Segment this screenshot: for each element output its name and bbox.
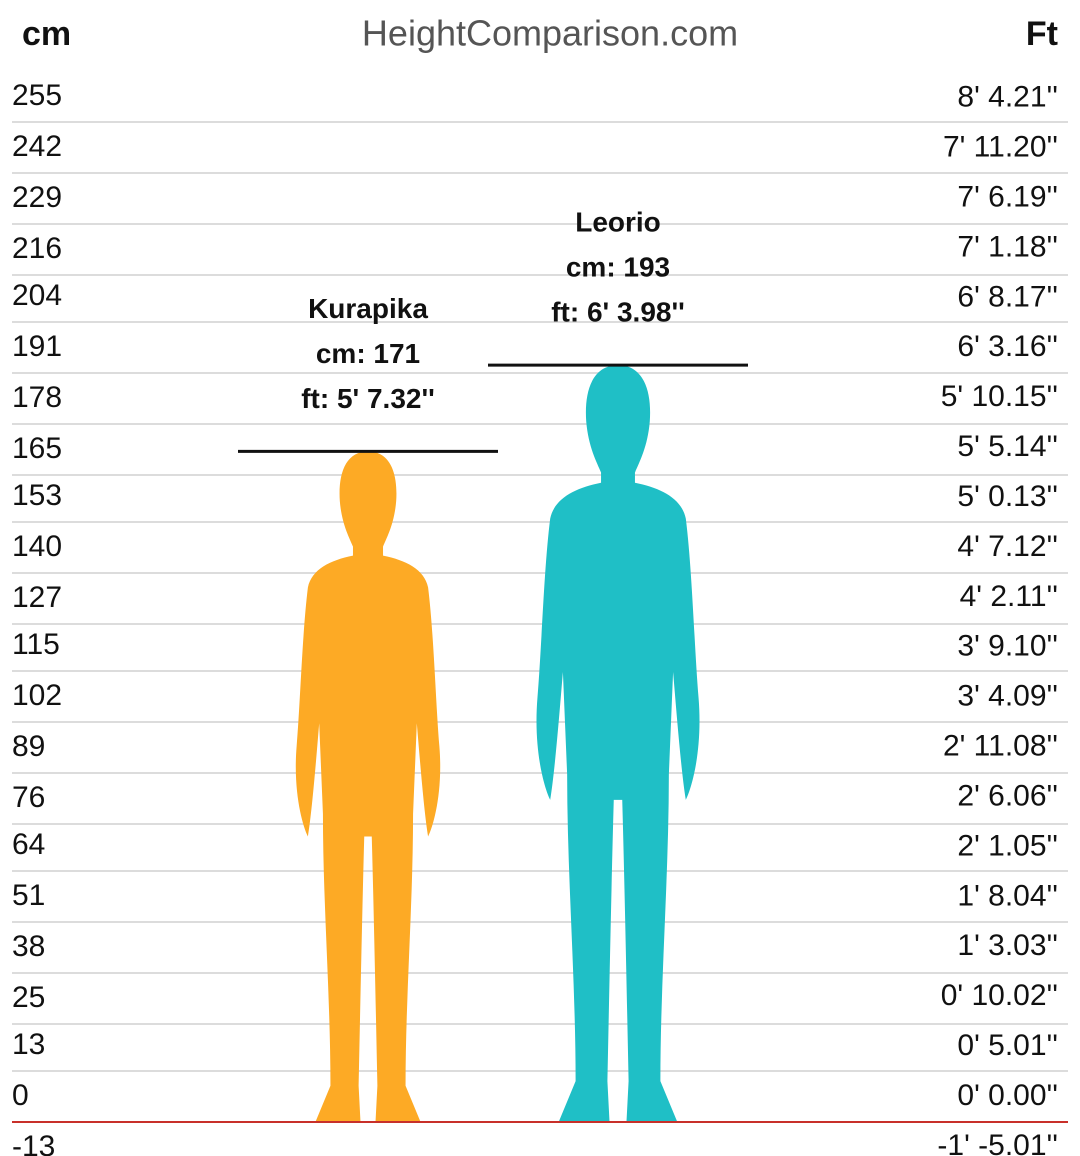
y2-tick-label: 3' 9.10'': [957, 630, 1058, 663]
y-tick-label: 191: [12, 330, 62, 363]
y2-tick-label: -1' -5.01'': [937, 1129, 1058, 1156]
y-tick-label: 140: [12, 530, 62, 563]
person-name: Leorio: [575, 207, 661, 238]
y2-tick-label: 6' 8.17'': [957, 280, 1058, 313]
chart-title: HeightComparison.com: [362, 13, 738, 54]
person-silhouette: [536, 365, 700, 1123]
y2-tick-label: 3' 4.09'': [957, 680, 1058, 713]
y2-tick-label: 7' 1.18'': [957, 230, 1058, 263]
person-ft: ft: 6' 3.98'': [551, 297, 685, 328]
y2-axis-label: Ft: [1026, 15, 1058, 53]
person-silhouette: [295, 451, 441, 1123]
y-axis-label: cm: [22, 15, 71, 53]
y-tick-label: 242: [12, 130, 62, 163]
y2-tick-label: 7' 6.19'': [957, 181, 1058, 214]
y-tick-label: 178: [12, 381, 62, 414]
person-ft: ft: 5' 7.32'': [301, 383, 435, 414]
y-tick-label: 89: [12, 730, 45, 763]
y2-tick-label: 0' 0.00'': [957, 1079, 1058, 1112]
y2-tick-label: 7' 11.20'': [943, 131, 1058, 164]
y2-tick-label: 2' 11.08'': [943, 729, 1058, 762]
person-cm: cm: 171: [316, 338, 420, 369]
y-tick-label: 13: [12, 1028, 45, 1061]
y-tick-label: 153: [12, 479, 62, 512]
y-tick-label: 0: [12, 1079, 29, 1112]
y2-tick-label: 4' 7.12'': [957, 530, 1058, 563]
y-tick-label: 204: [12, 279, 62, 312]
y2-tick-label: 2' 1.05'': [957, 829, 1058, 862]
y2-tick-label: 4' 2.11'': [960, 580, 1058, 613]
y2-tick-label: 6' 3.16'': [957, 330, 1058, 363]
y-tick-label: 25: [12, 981, 45, 1014]
y-tick-label: 229: [12, 181, 62, 214]
y-tick-label: 102: [12, 679, 62, 712]
y-tick-label: 216: [12, 232, 62, 265]
y-tick-label: 64: [12, 828, 45, 861]
y-tick-label: -13: [12, 1130, 55, 1156]
y-tick-label: 38: [12, 930, 45, 963]
y2-tick-label: 1' 3.03'': [957, 929, 1058, 962]
y-tick-label: 51: [12, 879, 45, 912]
person-cm: cm: 193: [566, 252, 670, 283]
y2-tick-label: 0' 10.02'': [941, 979, 1058, 1012]
y-tick-label: 115: [12, 628, 60, 661]
y2-tick-label: 1' 8.04'': [957, 879, 1058, 912]
y2-tick-label: 2' 6.06'': [957, 779, 1058, 812]
y2-tick-label: 5' 10.15'': [941, 380, 1058, 413]
y2-tick-label: 5' 5.14'': [957, 430, 1058, 463]
y2-tick-label: 0' 5.01'': [957, 1029, 1058, 1062]
person-name: Kurapika: [308, 293, 428, 324]
y2-tick-label: 5' 0.13'': [957, 480, 1058, 513]
y-tick-label: 127: [12, 581, 62, 614]
y-tick-label: 165: [12, 432, 62, 465]
y-tick-label: 255: [12, 79, 62, 112]
y-tick-label: 76: [12, 781, 45, 814]
y2-tick-label: 8' 4.21'': [957, 81, 1058, 114]
